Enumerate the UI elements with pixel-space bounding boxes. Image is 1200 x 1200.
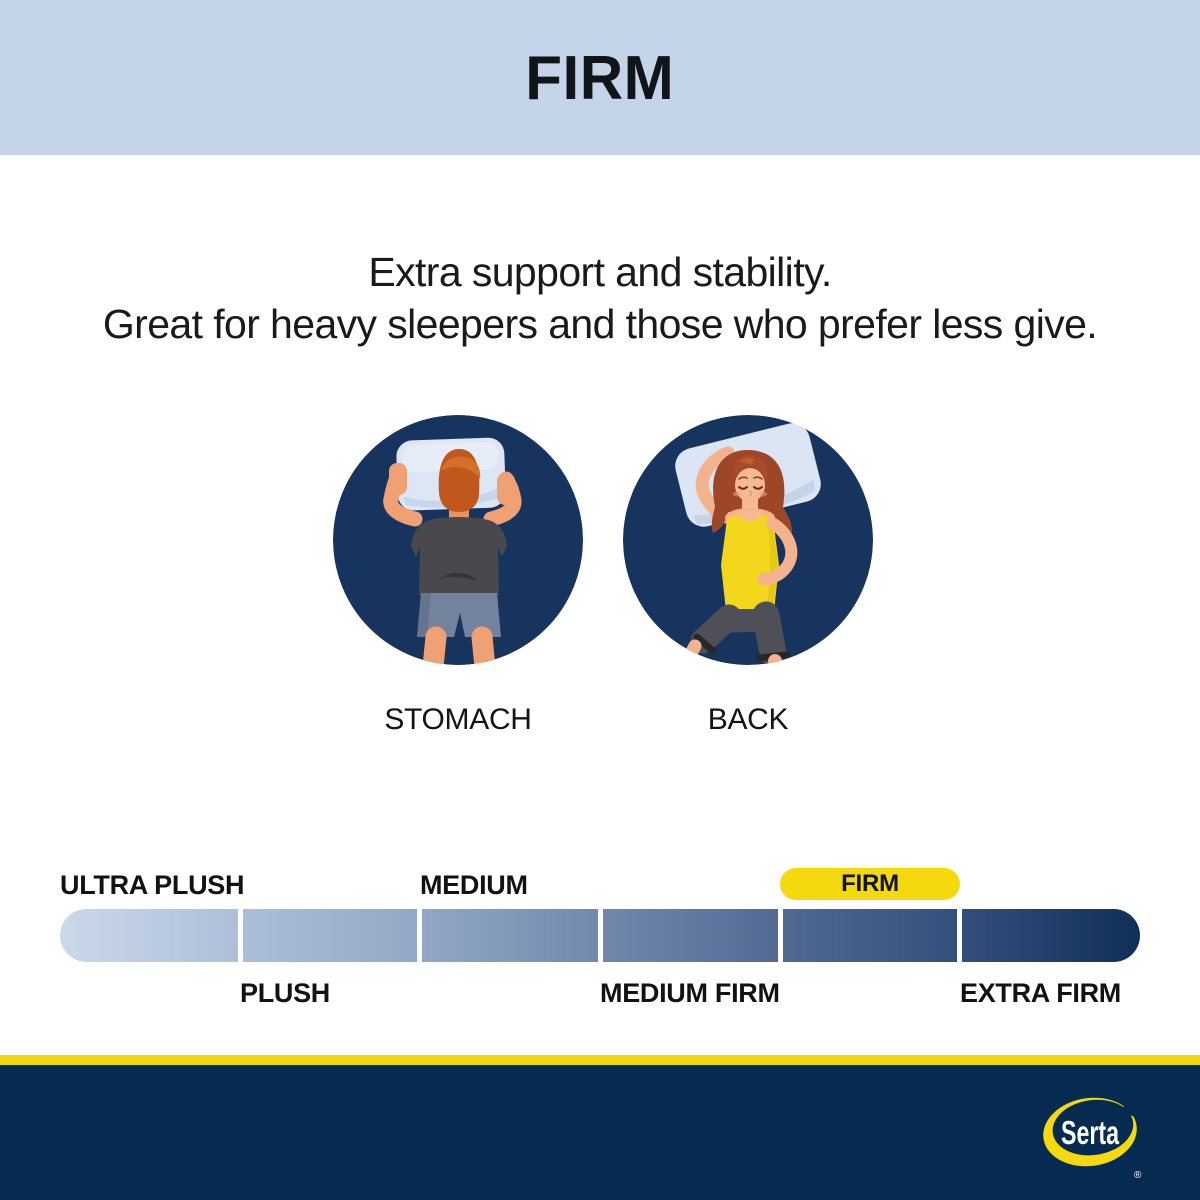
scale-label-extra-firm: EXTRA FIRM xyxy=(959,978,1121,1008)
segment-divider xyxy=(957,909,963,962)
scale-label-medium-firm: MEDIUM FIRM xyxy=(600,978,780,1008)
segment-divider xyxy=(417,909,423,962)
footer-bar xyxy=(0,1065,1200,1200)
page-title: FIRM xyxy=(525,44,675,113)
firmness-gradient-bar xyxy=(60,909,1140,962)
footer-accent-stripe xyxy=(0,1055,1200,1065)
description-text: Extra support and stability. Great for h… xyxy=(0,246,1200,350)
selected-firmness-badge: FIRM xyxy=(780,868,960,900)
segment-divider xyxy=(777,909,783,962)
firmness-scale: ULTRA PLUSH MEDIUM FIRM PLUSH MEDIUM FIR… xyxy=(60,868,1140,1008)
scale-label-plush: PLUSH xyxy=(240,978,331,1008)
description-line-2: Great for heavy sleepers and those who p… xyxy=(102,301,1098,347)
serta-logo-text: Serta xyxy=(1061,1114,1119,1151)
stomach-label: STOMACH xyxy=(384,703,532,736)
stomach-sleeper-illustration xyxy=(333,415,583,665)
segment-divider xyxy=(237,909,243,962)
description-line-1: Extra support and stability. xyxy=(368,249,832,295)
back-sleeper-illustration xyxy=(623,415,873,665)
registered-trademark-symbol: ® xyxy=(1134,1170,1142,1181)
scale-label-ultra-plush: ULTRA PLUSH xyxy=(60,870,245,900)
segment-divider xyxy=(597,909,603,962)
back-label: BACK xyxy=(707,703,789,736)
scale-label-medium: MEDIUM xyxy=(419,870,528,900)
header-band: FIRM xyxy=(0,0,1200,155)
serta-logo: Serta ® xyxy=(1043,1094,1146,1181)
scale-label-firm: FIRM xyxy=(841,870,899,897)
